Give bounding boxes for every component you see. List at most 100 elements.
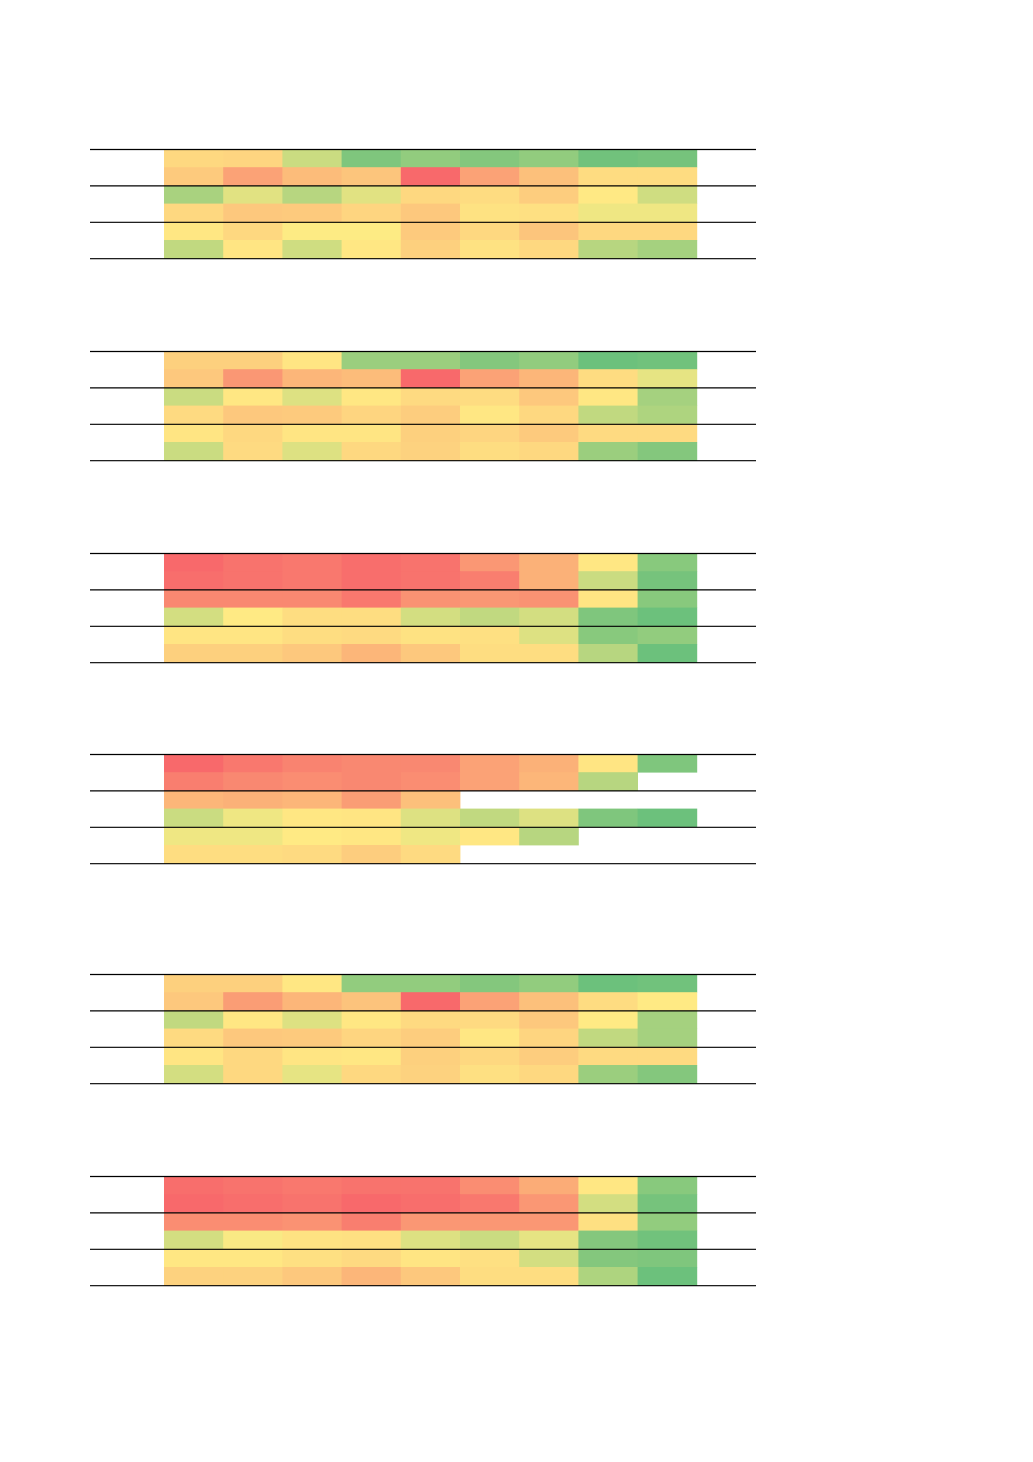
heatmap-cell xyxy=(637,387,698,406)
heatmap-cell xyxy=(341,845,402,864)
heatmap-cell xyxy=(519,221,579,241)
heatmap-cell xyxy=(578,387,638,406)
heatmap-cell xyxy=(282,826,342,846)
heatmap-cell xyxy=(400,1010,461,1029)
heatmap-table-3 xyxy=(90,552,756,664)
heatmap-cell xyxy=(164,790,224,809)
heatmap-cell xyxy=(223,423,283,443)
heatmap-cell xyxy=(164,644,224,663)
heatmap-cell xyxy=(164,772,224,791)
heatmap-cell xyxy=(400,754,461,773)
heatmap-cell xyxy=(164,571,224,590)
heatmap-cell xyxy=(578,589,638,608)
heatmap-cell xyxy=(519,1267,579,1286)
heatmap-cell xyxy=(282,1028,342,1048)
heatmap-cell xyxy=(519,240,579,259)
heatmap-cell xyxy=(164,826,224,846)
heatmap-cell xyxy=(223,203,283,223)
heatmap-cell xyxy=(282,625,342,645)
heatmap-cell xyxy=(578,149,638,168)
heatmap-cell xyxy=(460,826,520,846)
heatmap-cell xyxy=(400,1065,461,1084)
heatmap-cell xyxy=(460,644,520,663)
heatmap-cell xyxy=(223,644,283,663)
heatmap-cell xyxy=(400,423,461,443)
heatmap-cell xyxy=(578,1028,638,1048)
heatmap-cell xyxy=(341,221,402,241)
heatmap-cell xyxy=(282,808,342,828)
heatmap-cell xyxy=(519,625,579,645)
heatmap-cell xyxy=(578,1194,638,1213)
heatmap-cell xyxy=(519,167,579,186)
heatmap-cell xyxy=(223,167,283,186)
heatmap-cell xyxy=(341,1212,402,1231)
heatmap-cell xyxy=(341,625,402,645)
heatmap-cell xyxy=(460,1230,520,1250)
heatmap-cell xyxy=(578,240,638,259)
heatmap-cell xyxy=(460,607,520,627)
heatmap-cell xyxy=(164,1194,224,1213)
heatmap-cell xyxy=(282,607,342,627)
heatmap-cell xyxy=(519,553,579,572)
heatmap-cell xyxy=(282,203,342,223)
heatmap-cell xyxy=(578,1176,638,1195)
heatmap-cell xyxy=(400,644,461,663)
heatmap-cell xyxy=(578,1248,638,1268)
heatmap-cell xyxy=(164,1267,224,1286)
heatmap-cell xyxy=(519,149,579,168)
heatmap-cell xyxy=(164,589,224,608)
heatmap-cell xyxy=(519,754,579,773)
heatmap-cell xyxy=(164,1212,224,1231)
heatmap-table-6 xyxy=(90,1175,756,1287)
heatmap-cell xyxy=(519,423,579,443)
heatmap-cell xyxy=(578,185,638,204)
heatmap-cell xyxy=(341,149,402,168)
heatmap-cell xyxy=(578,1212,638,1231)
heatmap-cell xyxy=(637,442,698,461)
heatmap-cell xyxy=(578,754,638,773)
heatmap-cell xyxy=(282,405,342,425)
heatmap-cell xyxy=(578,405,638,425)
heatmap-cell xyxy=(637,754,698,773)
heatmap-cell xyxy=(578,1010,638,1029)
heatmap-cell xyxy=(519,1028,579,1048)
heatmap-cell xyxy=(519,1248,579,1268)
heatmap-cell xyxy=(460,167,520,186)
heatmap-cell xyxy=(223,405,283,425)
heatmap-cell xyxy=(164,974,224,993)
heatmap-cell xyxy=(223,571,283,590)
heatmap-cell xyxy=(400,221,461,241)
heatmap-cell xyxy=(400,405,461,425)
heatmap-cell xyxy=(282,351,342,370)
heatmap-cell xyxy=(223,1065,283,1084)
heatmap-cell xyxy=(164,992,224,1011)
heatmap-cell xyxy=(460,553,520,572)
heatmap-cell xyxy=(164,442,224,461)
heatmap-cell xyxy=(637,974,698,993)
heatmap-cell xyxy=(637,607,698,627)
heatmap-cell xyxy=(578,442,638,461)
heatmap-cell xyxy=(637,149,698,168)
heatmap-cell xyxy=(341,790,402,809)
heatmap-cell xyxy=(400,185,461,204)
heatmap-cell xyxy=(637,808,698,828)
heatmap-cell xyxy=(519,1194,579,1213)
heatmap-cell xyxy=(519,826,579,846)
heatmap-cell xyxy=(223,772,283,791)
heatmap-cell xyxy=(282,423,342,443)
heatmap-cell xyxy=(578,644,638,663)
heatmap-cell xyxy=(341,644,402,663)
heatmap-cell xyxy=(460,571,520,590)
heatmap-cell xyxy=(400,571,461,590)
heatmap-cell xyxy=(282,1267,342,1286)
heatmap-cell xyxy=(400,149,461,168)
heatmap-cell xyxy=(400,167,461,186)
heatmap-cell xyxy=(400,1046,461,1066)
heatmap-cell xyxy=(164,167,224,186)
heatmap-cell xyxy=(164,240,224,259)
heatmap-cell xyxy=(341,754,402,773)
heatmap-cell xyxy=(223,1176,283,1195)
heatmap-cell xyxy=(460,1028,520,1048)
heatmap-cell xyxy=(164,607,224,627)
